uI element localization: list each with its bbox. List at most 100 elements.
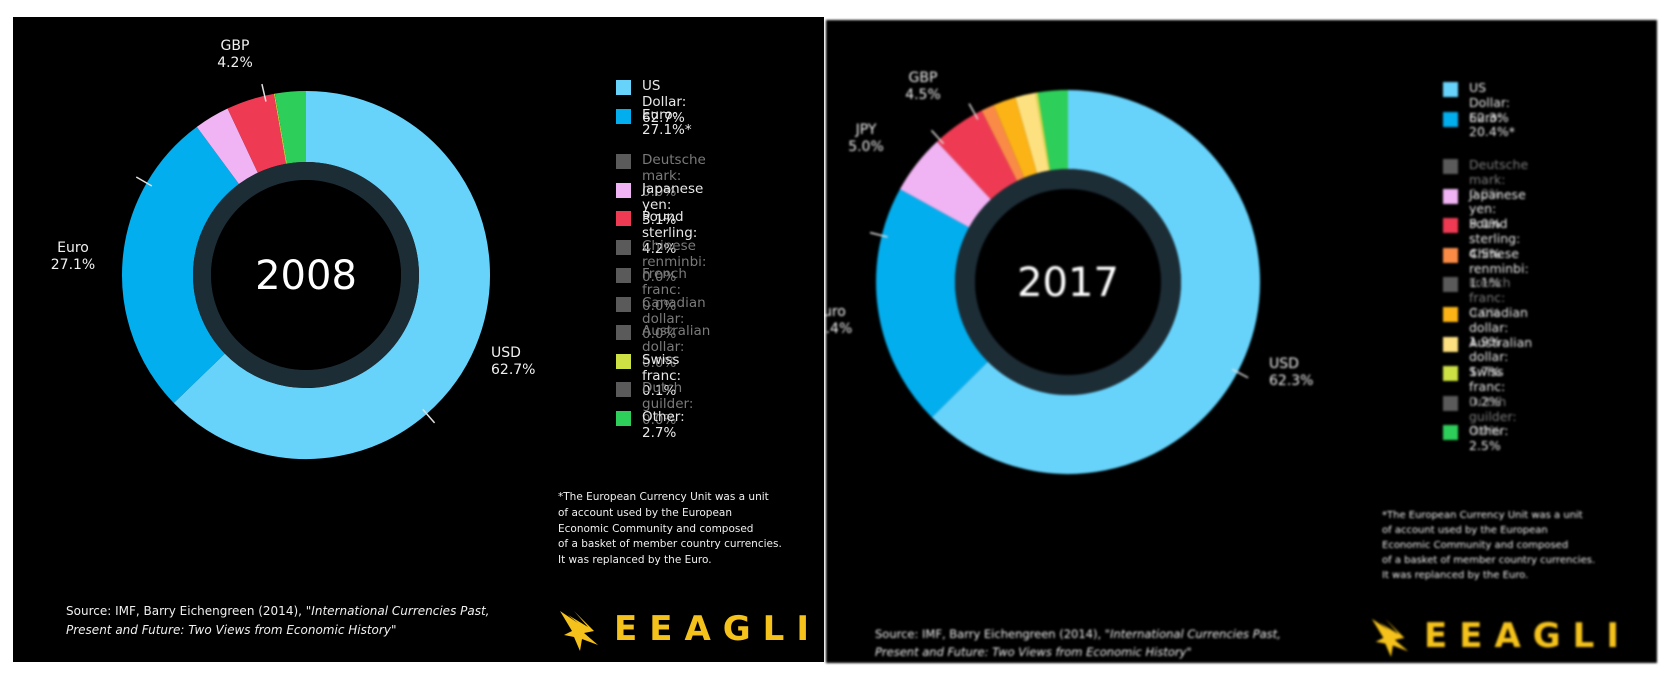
legend-label: Other: 2.5%	[1469, 423, 1509, 454]
legend-label: Deutsche mark: 0.0%	[642, 152, 706, 200]
legend-swatch	[616, 382, 631, 398]
donut-hole	[975, 189, 1161, 375]
callout-value-euro: 20.4%	[826, 321, 852, 337]
callout-label-euro: Euro	[826, 304, 846, 320]
center-year-label: 2017	[1017, 260, 1119, 306]
legend-swatch	[1443, 218, 1458, 234]
callout-value-jpy: 5.0%	[848, 139, 884, 155]
callout-leader-gbp	[261, 83, 267, 102]
slice-euro	[876, 189, 989, 418]
logo-text: EEAGLI	[1424, 616, 1631, 656]
legend-swatch	[1443, 336, 1458, 352]
legend-swatch	[616, 296, 631, 312]
legend-item-french-franc: French franc: 0.0%	[1443, 275, 1511, 320]
eagle-icon	[560, 611, 598, 651]
legend-label: Dutch guilder: 0.0%	[642, 380, 694, 428]
legend-item-euro: Euro: 20.4%*	[1443, 109, 1515, 141]
legend-item-australian-dollar: Australian dollar: 0.0%	[616, 323, 711, 372]
eeagli-logo: EEAGLI	[1370, 613, 1631, 659]
callout-value-usd: 62.3%	[1269, 373, 1313, 389]
legend-label: US Dollar: 62.7%	[642, 78, 687, 126]
legend-item-pound-sterling: Pound sterling: 4.5%	[1443, 216, 1521, 261]
legend-swatch	[616, 182, 631, 198]
logo-text: EEAGLI	[614, 609, 821, 649]
legend-item-australian-dollar: Australian dollar: 1.7%	[1443, 335, 1532, 380]
inner-ring	[955, 169, 1181, 395]
legend-item-other: Other: 2.5%	[1443, 424, 1508, 454]
callout-leader-euro	[135, 176, 153, 187]
legend-item-dutch-guilder: Dutch guilder: 0.0%	[616, 380, 694, 429]
legend-item-deutsche-mark: Deutsche mark: 0.0%	[616, 152, 706, 201]
legend-label: Pound sterling: 4.5%	[1469, 216, 1521, 261]
legend-item-swiss-franc: Swiss franc: 0.1%	[616, 351, 682, 401]
slice-chinese-renminbi	[981, 104, 1025, 182]
source-prefix: Source: IMF, Barry Eichengreen (2014),	[875, 627, 1102, 641]
slice-australian-dollar	[1015, 92, 1050, 174]
legend-item-us-dollar: US Dollar: 62.7%	[616, 78, 687, 127]
legend-swatch	[616, 353, 631, 369]
callout-leader-usd	[422, 408, 436, 424]
legend-label: Deutsche mark: 0.0%	[1469, 156, 1529, 202]
legend-label: Chinese renminbi: 0.0%	[642, 237, 707, 286]
source-2017: Source: IMF, Barry Eichengreen (2014), "…	[875, 626, 1281, 662]
legend-label: US Dollar: 62.3%	[1469, 80, 1511, 125]
legend-label: Dutch guilder: 0.0%	[1469, 393, 1517, 439]
legend-label: Canadian dollar: 1.9%	[1469, 304, 1528, 350]
legend-swatch	[616, 268, 631, 284]
legend-swatch	[616, 239, 631, 255]
legend-item-chinese-renminbi: Chinese renminbi: 1.1%	[1443, 245, 1529, 291]
inner-ring	[193, 162, 419, 388]
legend-label: French franc: 0.0%	[1469, 275, 1511, 320]
source-2008: Source: IMF, Barry Eichengreen (2014), "…	[66, 602, 490, 639]
source-title-1: "International Currencies Past,	[1104, 627, 1281, 641]
legend-swatch	[616, 154, 631, 170]
slice-pound-sterling	[227, 93, 288, 174]
legend-label: French franc: 0.0%	[642, 266, 687, 314]
callout-value-gbp: 4.2%	[217, 55, 253, 71]
callout-leader-jpy	[930, 129, 945, 145]
legend-item-deutsche-mark: Deutsche mark: 0.0%	[1443, 156, 1529, 202]
legend-item-euro: Euro: 27.1%*	[616, 106, 692, 140]
legend-item-other: Other: 2.7%	[616, 409, 685, 442]
legend-swatch	[1443, 188, 1458, 204]
callout-leader-euro	[869, 231, 888, 238]
legend-label: Euro: 27.1%*	[642, 106, 692, 139]
legend-label: Swiss franc: 0.1%	[642, 351, 682, 400]
legend-label: Euro: 20.4%*	[1469, 109, 1515, 140]
slice-other	[1037, 90, 1069, 171]
footnote-2017: *The European Currency Unit was a unit o…	[1382, 510, 1596, 581]
legend-label: Japanese yen: 5.0%	[1469, 186, 1526, 232]
legend-label: Swiss franc: 0.2%	[1469, 364, 1506, 409]
slice-pound-sterling	[937, 110, 1019, 201]
legend-item-canadian-dollar: Canadian dollar: 1.9%	[1443, 304, 1528, 350]
legend-item-japanese-yen: Japanese yen: 3.1%	[616, 180, 704, 230]
source-title-2: Present and Future: Two Views from Econo…	[875, 644, 1192, 659]
slice-japanese-yen	[899, 141, 992, 229]
legend-swatch	[616, 80, 631, 95]
legend-swatch	[1443, 425, 1458, 441]
legend-label: Japanese yen: 3.1%	[642, 180, 704, 229]
legend-label: Pound sterling: 4.2%	[642, 209, 698, 257]
legend-label: Chinese renminbi: 1.1%	[1469, 245, 1529, 291]
slice-canadian-dollar	[993, 97, 1038, 179]
chart-panel-2008: 2008 USD 62.7% Euro 27.1% GBP 4.2% US Dollar: …	[13, 17, 824, 662]
footnote-2008: *The European Currency Unit was a unit o…	[558, 491, 782, 566]
legend-swatch	[1443, 158, 1458, 174]
legend-item-canadian-dollar: Canadian dollar: 0.0%	[616, 295, 706, 344]
slice-japanese-yen	[196, 108, 259, 185]
legend-label: Australian dollar: 0.0%	[642, 323, 711, 371]
legend-swatch	[1443, 395, 1458, 411]
legend-swatch	[1443, 247, 1458, 263]
legend-swatch	[616, 108, 631, 124]
callout-leader-gbp	[968, 103, 979, 120]
slice-euro	[122, 126, 240, 403]
slice-us-dollar	[931, 90, 1260, 474]
callout-label-gbp: GBP	[909, 70, 938, 86]
legend-swatch	[616, 325, 631, 341]
slice-other	[274, 91, 307, 164]
legend-item-japanese-yen: Japanese yen: 5.0%	[1443, 186, 1526, 232]
legend-item-swiss-franc: Swiss franc: 0.2%	[1443, 364, 1506, 409]
